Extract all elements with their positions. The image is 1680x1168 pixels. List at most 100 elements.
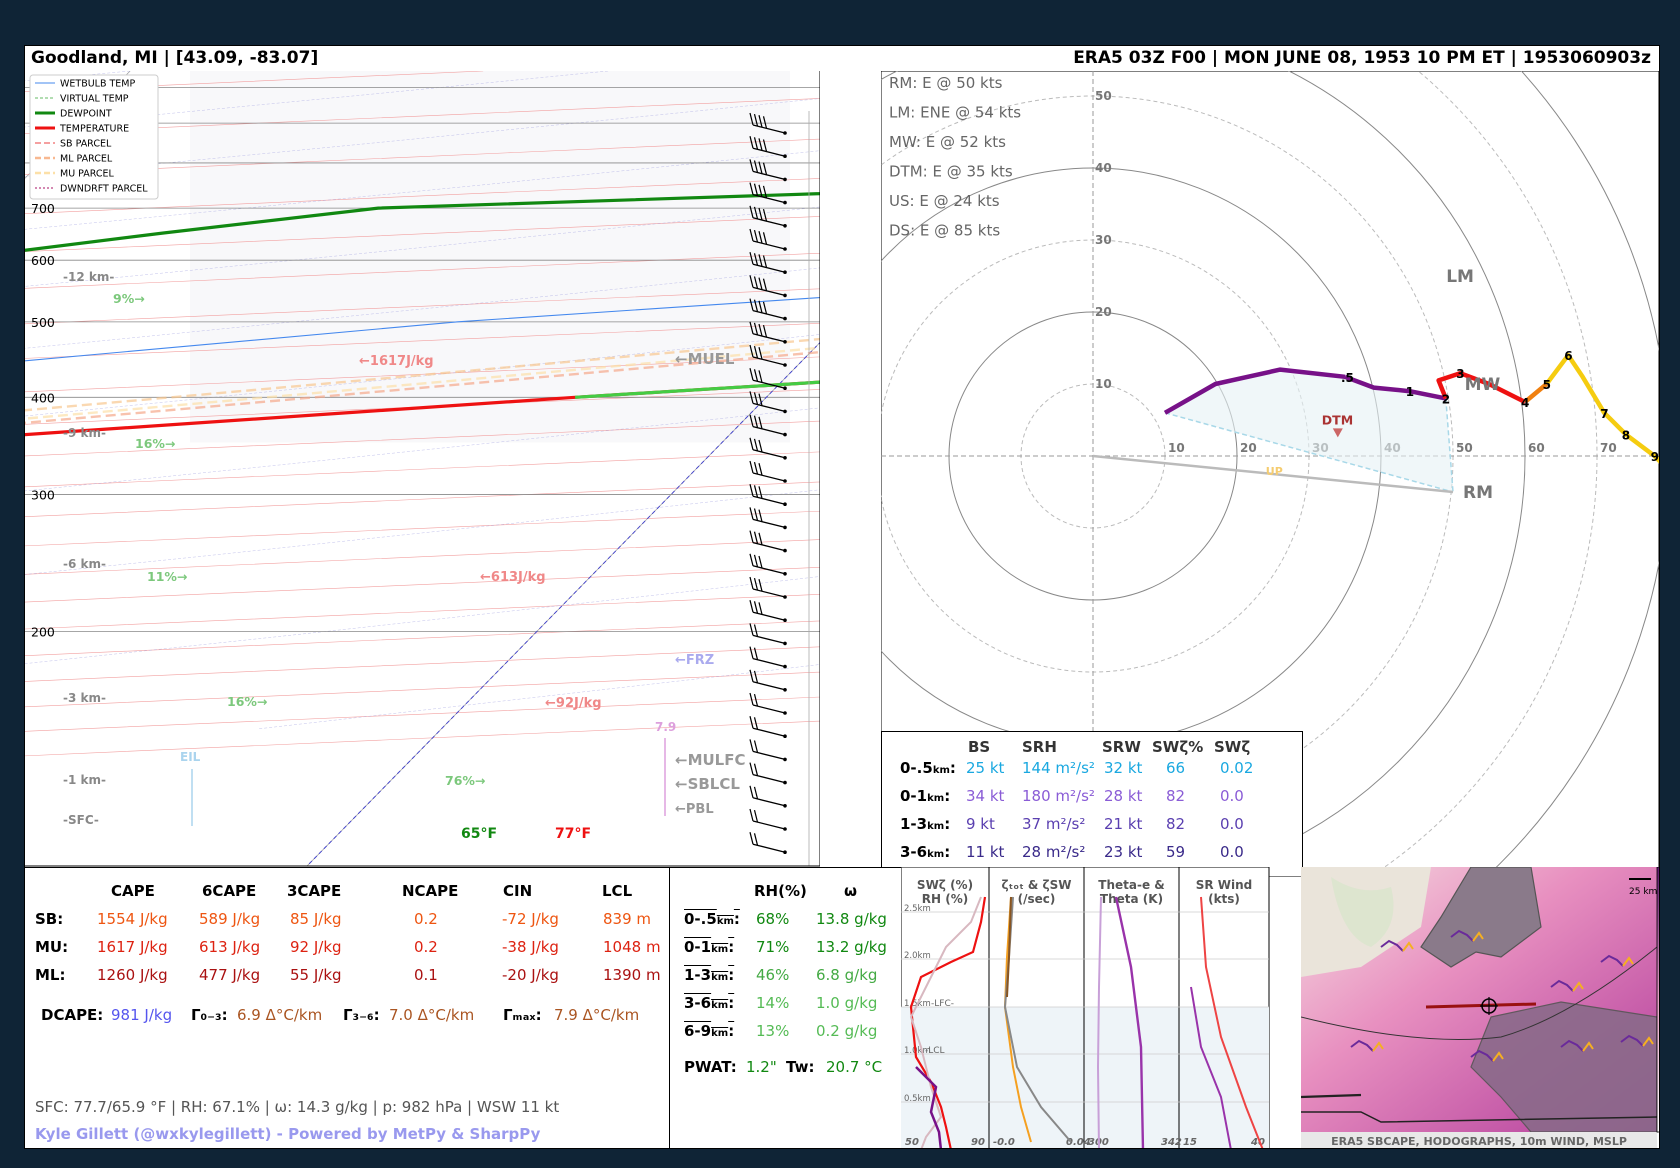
thermo-header: NCAPE <box>402 882 459 900</box>
level-label: ←PBL <box>675 802 714 817</box>
dcape-value: 981 J/kg <box>111 1006 173 1024</box>
barb-flag <box>758 254 763 267</box>
barb-flag <box>753 833 759 846</box>
barb-shaft <box>752 217 786 227</box>
thermo-value: 1260 J/kg <box>97 966 168 984</box>
barb-flag <box>749 739 754 752</box>
wind-barb <box>749 460 787 483</box>
barb-flag <box>762 185 768 199</box>
sfc-dew: 65°F <box>461 826 497 842</box>
barb-flag <box>749 808 754 822</box>
moist-layer-label: 0-1km: <box>684 938 734 956</box>
kin-srh: 180 m²/s² <box>1022 787 1095 805</box>
thermo-row-label: SB: <box>35 910 64 928</box>
barb-flag <box>762 208 768 222</box>
wind-barb <box>749 692 787 715</box>
barb-flag <box>758 115 763 128</box>
barb-shaft <box>752 286 786 297</box>
thermo-value: 92 J/kg <box>290 938 342 956</box>
barb-flag <box>762 278 768 291</box>
colorbar <box>1656 867 1659 1133</box>
barb-flag <box>753 229 759 243</box>
swz-line <box>909 896 987 1148</box>
height-label: -12 km- <box>63 270 114 284</box>
barb-dot <box>783 641 787 646</box>
barb-shaft <box>752 309 786 320</box>
mini-hodo <box>1600 954 1624 967</box>
hodo-height-mark: 9 <box>1651 450 1659 464</box>
mini-height: 2.0km <box>904 951 931 961</box>
moist-unit: km <box>711 1000 729 1011</box>
kin-unit: km <box>927 821 945 832</box>
scale-label: 25 km <box>1629 887 1657 897</box>
wind-barb <box>749 414 787 437</box>
barb-flag <box>758 184 763 197</box>
moist-layer-label: 1-3km: <box>684 966 734 984</box>
barb-shaft <box>752 657 786 668</box>
caption-bg <box>1301 1132 1657 1148</box>
dry-adiabat <box>25 252 820 289</box>
dtm-label: DTM <box>1322 412 1353 427</box>
barb-shaft <box>752 124 786 134</box>
thermo-value: 0.1 <box>414 966 438 984</box>
mini-hodo-tail <box>1622 956 1634 967</box>
credit: Kyle Gillett (@wxkylegillett) - Powered … <box>35 1125 541 1143</box>
barb-flag <box>749 368 754 381</box>
moist-rh: 46% <box>756 966 790 984</box>
barb-shaft <box>752 193 786 204</box>
legend-label: SB PARCEL <box>60 139 112 150</box>
srwind-purple <box>1190 986 1232 1148</box>
tw-label: Tw: <box>786 1058 815 1076</box>
kin-srh: 28 m²/s² <box>1022 843 1086 861</box>
barb-dot <box>783 131 787 135</box>
barb-flag <box>753 763 759 776</box>
pwat-value: 1.2" <box>746 1058 777 1076</box>
barb-flag <box>753 647 759 660</box>
mini-axis-max: 40 <box>1250 1137 1265 1148</box>
barb-dot <box>783 780 787 785</box>
thermo-header: LCL <box>602 882 633 900</box>
barb-dot <box>783 618 787 622</box>
height-label: -3 km- <box>63 691 106 705</box>
barb-flag <box>749 785 754 798</box>
barb-dot <box>783 247 787 251</box>
kin-srw: 21 kt <box>1104 815 1143 833</box>
mini-height: 2.5km <box>904 904 931 914</box>
kin-bs: 11 kt <box>966 843 1005 861</box>
kin-srw: 32 kt <box>1104 759 1143 777</box>
barb-dot <box>783 572 787 576</box>
barb-flag <box>762 324 768 338</box>
kin-sw: 0.0 <box>1220 815 1244 833</box>
g36-label: Γ₃₋₆: <box>343 1006 380 1024</box>
barb-shaft <box>752 495 786 505</box>
height-label: -9 km- <box>63 426 106 440</box>
thermo-value: 1554 J/kg <box>97 910 168 928</box>
barb-flag <box>749 228 754 242</box>
gmax-label: Γₘₐₓ: <box>503 1006 542 1024</box>
barb-flag <box>758 138 763 151</box>
barb-dot <box>783 200 787 205</box>
barb-shaft <box>752 147 786 157</box>
thermo-row-label: ML: <box>35 966 66 984</box>
barb-flag <box>753 461 759 475</box>
pressure-tick: 200 <box>31 625 55 640</box>
barb-flag <box>749 414 754 427</box>
mini-height: 0.5km <box>904 1094 931 1104</box>
mini-axis-min: 50 <box>905 1137 919 1148</box>
barb-flag <box>758 579 763 592</box>
mini-hodo <box>1470 1049 1494 1062</box>
kin-layer: 0-.5 <box>900 759 933 777</box>
barb-dot <box>783 734 787 738</box>
kin-colon: : <box>944 843 951 861</box>
lcl-label: -LCL <box>925 1046 945 1056</box>
kin-unit: km <box>932 765 950 776</box>
moist-rh: 13% <box>756 1022 790 1040</box>
barb-flag <box>749 460 754 474</box>
kin-swp: 82 <box>1166 815 1186 833</box>
barb-flag <box>753 438 759 452</box>
barb-flag <box>753 183 759 196</box>
barb-flag <box>758 300 763 313</box>
thermo-header: 3CAPE <box>287 882 342 900</box>
sfc-temp: 77°F <box>555 826 591 842</box>
barb-flag <box>753 531 759 544</box>
